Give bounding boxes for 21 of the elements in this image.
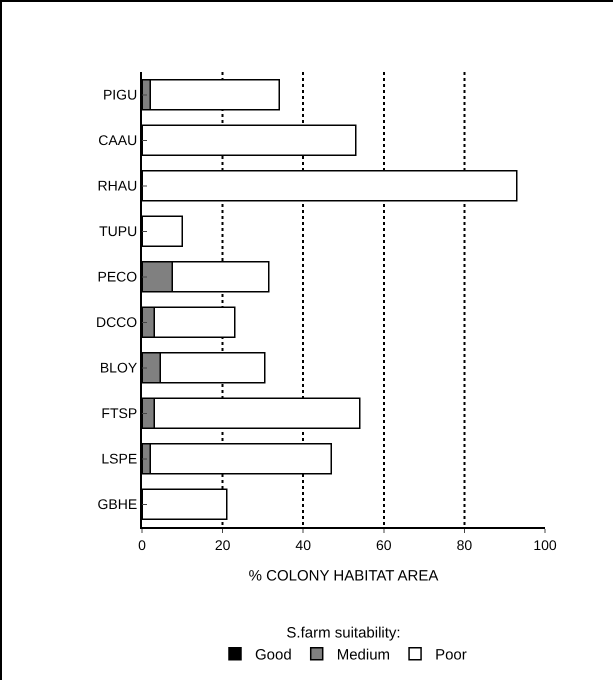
legend-label: Medium <box>336 646 390 664</box>
y-tick-label: DCCO <box>96 314 138 330</box>
y-tick-label: BLOY <box>100 360 138 376</box>
x-tick-label: 80 <box>456 536 472 553</box>
y-tick-label: PECO <box>98 268 138 285</box>
x-tick-label: 100 <box>533 536 557 553</box>
x-tick-label: 0 <box>138 536 146 553</box>
y-tick-label: TUPU <box>99 223 138 240</box>
legend-title: S.farm suitability: <box>286 624 401 642</box>
x-axis-title: % COLONY HABITAT AREA <box>248 567 438 584</box>
y-tick-label: FTSP <box>101 405 138 422</box>
legend-label: Poor <box>435 646 467 664</box>
y-tick-label: LSPE <box>101 450 138 467</box>
y-tick-label: RHAU <box>98 178 138 194</box>
x-tick-label: 20 <box>214 536 231 553</box>
y-tick-label: GBHE <box>98 496 138 512</box>
x-tick-label: 40 <box>295 536 312 553</box>
legend-label: Good <box>255 646 292 664</box>
y-tick-label: PIGU <box>102 86 138 103</box>
x-tick-label: 60 <box>376 536 392 553</box>
y-tick-label: CAAU <box>98 132 138 148</box>
